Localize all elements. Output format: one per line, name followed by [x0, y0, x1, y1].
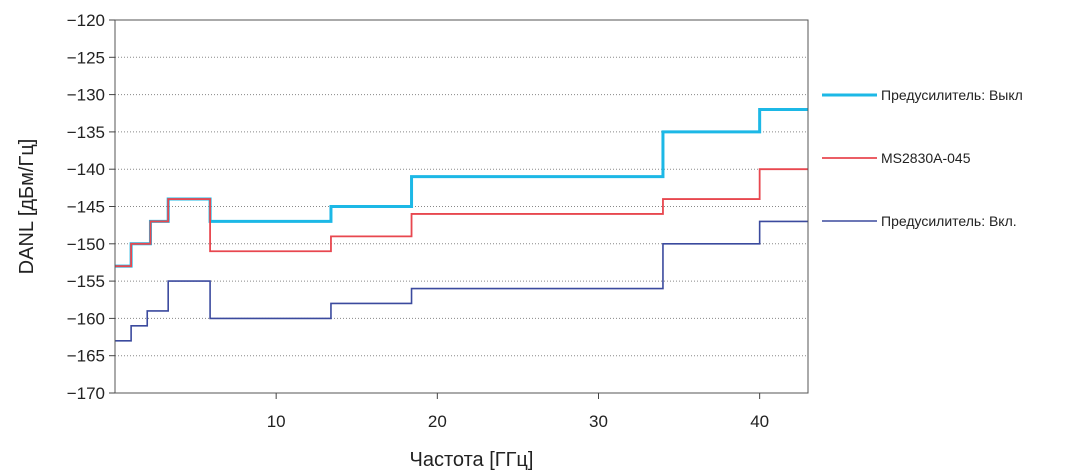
x-axis-label: Частота [ГГц]	[410, 449, 534, 471]
y-tick-label-9: −165	[67, 347, 105, 366]
y-axis-ticks: −120 −125 −130 −135 −140 −145 −150 −155 −160 −165…	[67, 11, 115, 403]
y-tick-label-10: −170	[67, 384, 105, 403]
y-tick-label-3: −135	[67, 123, 105, 142]
x-axis-ticks: 10 20 30 40	[267, 393, 769, 431]
y-tick-label-0: −120	[67, 11, 105, 30]
y-axis-label: DANL [дБм/Гц]	[16, 139, 38, 275]
x-tick-label-2: 30	[589, 412, 608, 431]
y-tick-label-7: −155	[67, 272, 105, 291]
series-line-0	[115, 108, 808, 268]
legend-label-1: MS2830A-045	[881, 150, 971, 166]
x-tick-label-1: 20	[428, 412, 447, 431]
legend-label-2: Предусилитель: Вкл.	[881, 213, 1017, 229]
series-line-2	[115, 220, 808, 342]
y-tick-label-8: −160	[67, 309, 105, 328]
x-tick-label-0: 10	[267, 412, 286, 431]
series-line-1	[115, 168, 808, 268]
legend-label-0: Предусилитель: Выкл	[881, 87, 1023, 103]
grid-lines	[115, 56, 808, 357]
legend: Предусилитель: Выкл MS2830A-045 Предусилит…	[822, 87, 1023, 229]
y-tick-label-1: −125	[67, 48, 105, 67]
y-tick-label-5: −145	[67, 198, 105, 217]
series-lines	[115, 108, 808, 342]
plot-area-frame	[114, 19, 809, 394]
y-tick-label-4: −140	[67, 160, 105, 179]
x-tick-label-3: 40	[750, 412, 769, 431]
y-tick-label-2: −130	[67, 86, 105, 105]
y-tick-label-6: −150	[67, 235, 105, 254]
